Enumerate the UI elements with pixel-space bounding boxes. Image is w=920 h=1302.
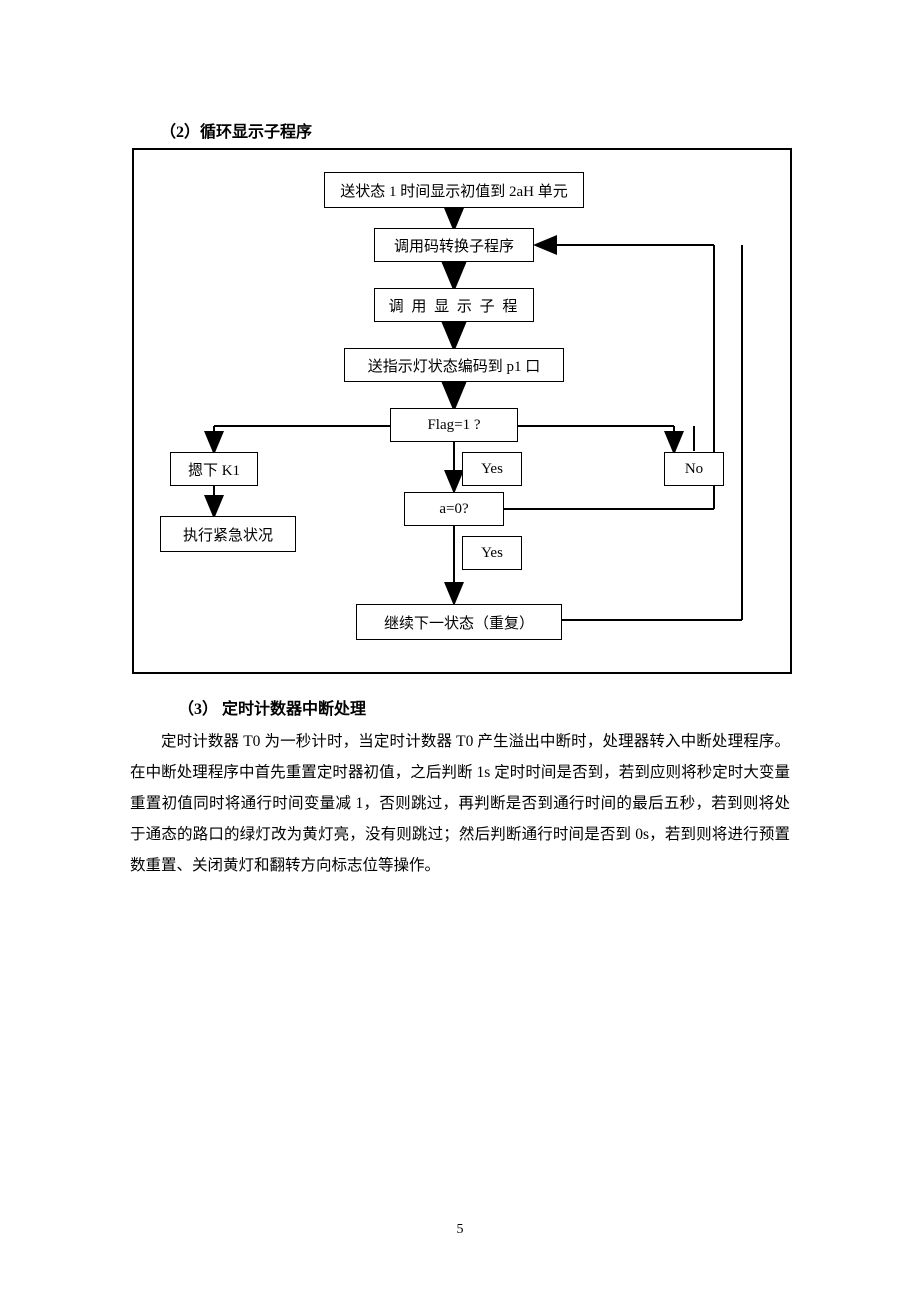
flow-node-k1: 摁下 K1: [170, 452, 258, 486]
document-page: （2）循环显示子程序: [0, 0, 920, 1302]
flow-label-no: No: [664, 452, 724, 486]
flow-label-yes-1: Yes: [462, 452, 522, 486]
body-paragraph-text: 定时计数器 T0 为一秒计时，当定时计数器 T0 产生溢出中断时，处理器转入中断…: [130, 726, 790, 881]
flow-node-continue: 继续下一状态（重复）: [356, 604, 562, 640]
flow-node-convert: 调用码转换子程序: [374, 228, 534, 262]
page-number: 5: [0, 1222, 920, 1238]
flow-node-display: 调 用 显 示 子 程: [374, 288, 534, 322]
flow-node-flag-check: Flag=1 ?: [390, 408, 518, 442]
flow-node-a-check: a=0?: [404, 492, 504, 526]
section-heading-2: （2）循环显示子程序: [160, 118, 312, 142]
flow-node-send-p1: 送指示灯状态编码到 p1 口: [344, 348, 564, 382]
flow-node-emergency: 执行紧急状况: [160, 516, 296, 552]
section-heading-3: （3） 定时计数器中断处理: [178, 695, 366, 719]
body-paragraph: 定时计数器 T0 为一秒计时，当定时计数器 T0 产生溢出中断时，处理器转入中断…: [130, 726, 790, 881]
flowchart-frame: 送状态 1 时间显示初值到 2aH 单元 调用码转换子程序 调 用 显 示 子 …: [132, 148, 792, 674]
flow-node-init: 送状态 1 时间显示初值到 2aH 单元: [324, 172, 584, 208]
flow-label-yes-2: Yes: [462, 536, 522, 570]
